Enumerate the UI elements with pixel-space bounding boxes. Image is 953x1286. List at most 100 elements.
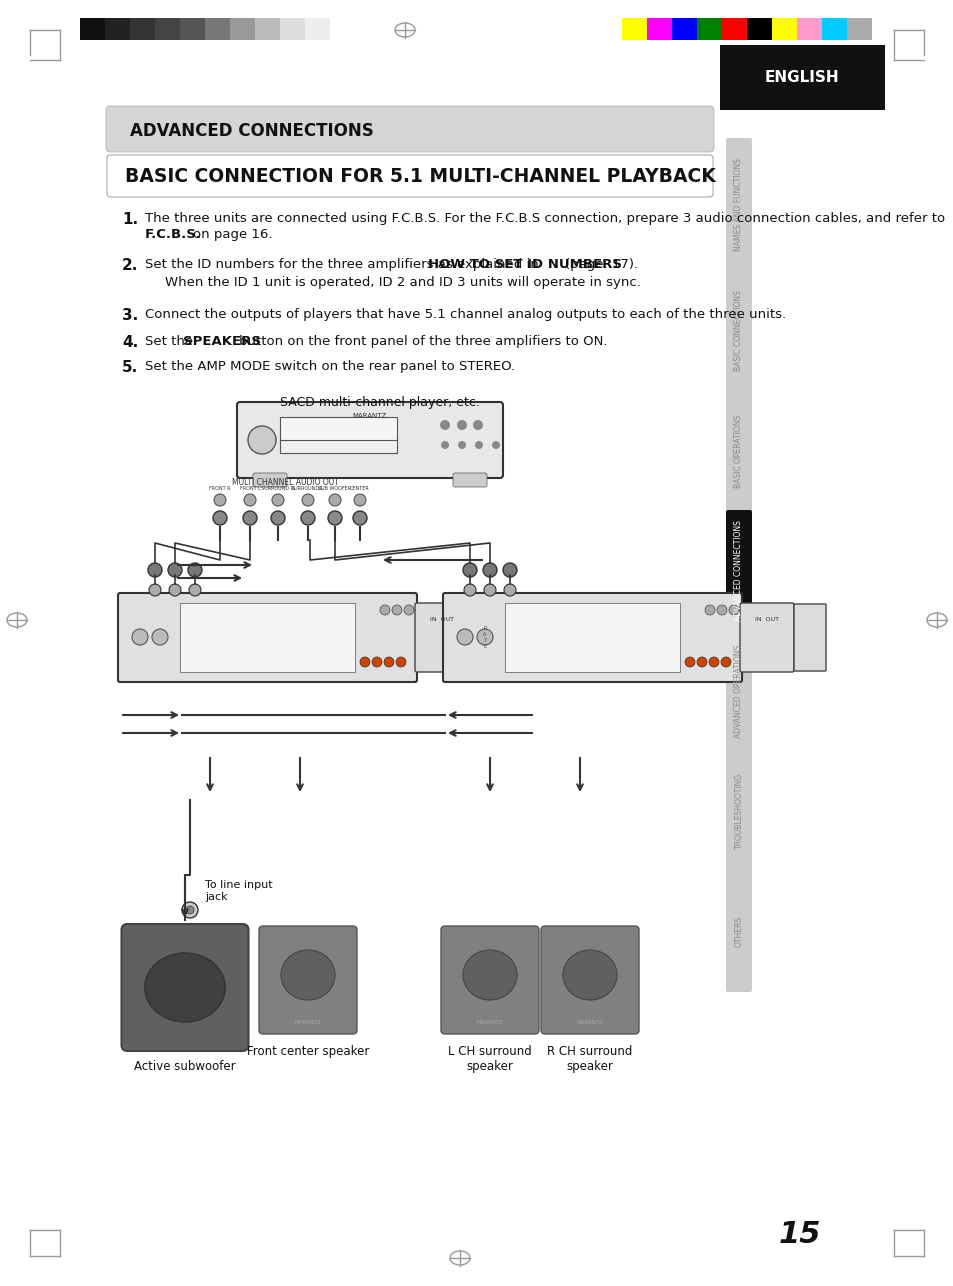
Circle shape [457,441,465,449]
Bar [280,417,396,441]
Bar [621,18,646,40]
Circle shape [148,563,162,577]
FancyBboxPatch shape [415,603,469,673]
Circle shape [708,657,719,667]
Circle shape [152,629,168,646]
Text: SURROUND R: SURROUND R [261,486,294,491]
Text: button on the front panel of the three amplifiers to ON.: button on the front panel of the three a… [239,334,607,349]
Bar [646,18,671,40]
FancyBboxPatch shape [725,630,751,752]
Text: Active subwoofer: Active subwoofer [134,1060,235,1073]
Bar [796,18,821,40]
Bar [80,18,105,40]
Circle shape [697,657,706,667]
Ellipse shape [145,953,225,1022]
Bar [180,18,205,40]
Circle shape [354,494,366,505]
Text: MARANTZ: MARANTZ [476,1020,503,1025]
Circle shape [502,563,517,577]
Bar [180,603,355,673]
Circle shape [353,511,367,525]
Circle shape [728,604,739,615]
Text: BASIC CONNECTION FOR 5.1 MULTI-CHANNEL PLAYBACK: BASIC CONNECTION FOR 5.1 MULTI-CHANNEL P… [125,166,715,185]
Circle shape [302,494,314,505]
Bar [846,18,871,40]
FancyBboxPatch shape [107,156,712,197]
Circle shape [149,584,161,595]
Text: 1.: 1. [122,212,138,228]
FancyBboxPatch shape [725,270,751,392]
FancyBboxPatch shape [106,105,713,152]
Circle shape [248,426,275,454]
Circle shape [476,629,493,646]
FancyBboxPatch shape [469,604,500,671]
Text: ADVANCED OPERATIONS: ADVANCED OPERATIONS [734,644,742,738]
Circle shape [188,563,202,577]
Circle shape [132,629,148,646]
Text: 5.: 5. [122,360,138,376]
Text: (page. 17).: (page. 17). [564,258,638,271]
Circle shape [717,604,726,615]
FancyBboxPatch shape [236,403,502,478]
Circle shape [213,494,226,505]
Circle shape [328,511,341,525]
Text: Set the AMP MODE switch on the rear panel to STEREO.: Set the AMP MODE switch on the rear pane… [145,360,515,373]
Ellipse shape [462,950,517,1001]
Bar [254,18,280,40]
Circle shape [329,494,340,505]
FancyBboxPatch shape [793,604,825,671]
Bar [697,18,721,40]
Circle shape [213,511,227,525]
Text: OTHERS: OTHERS [734,916,742,946]
Bar [280,18,305,40]
Bar [105,18,130,40]
Circle shape [482,563,497,577]
FancyBboxPatch shape [118,593,416,682]
FancyBboxPatch shape [725,750,751,872]
Bar [280,440,396,453]
Text: BASIC CONNECTIONS: BASIC CONNECTIONS [734,291,742,372]
Text: CENTER: CENTER [350,486,370,491]
FancyBboxPatch shape [540,926,639,1034]
Circle shape [483,584,496,595]
Text: ENGLISH: ENGLISH [764,71,839,85]
Text: Connect the outputs of players that have 5.1 channel analog outputs to each of t: Connect the outputs of players that have… [145,309,785,322]
Text: 3.: 3. [122,309,138,323]
Text: FRONT L: FRONT L [239,486,260,491]
Circle shape [439,421,450,430]
FancyBboxPatch shape [258,926,356,1034]
FancyBboxPatch shape [453,473,486,487]
FancyBboxPatch shape [720,45,884,111]
Text: TROUBLESHOOTING: TROUBLESHOOTING [734,773,742,849]
Bar [130,18,154,40]
Text: Set the: Set the [145,334,197,349]
Circle shape [684,657,695,667]
Circle shape [186,907,193,914]
Circle shape [384,657,394,667]
Circle shape [720,657,730,667]
Text: 4.: 4. [122,334,138,350]
Text: MARANTZ: MARANTZ [353,413,387,419]
Text: 2.: 2. [122,258,138,273]
Circle shape [189,584,201,595]
Circle shape [440,441,449,449]
Circle shape [456,629,473,646]
Text: To line input
jack: To line input jack [205,880,273,901]
Text: IN  OUT: IN OUT [430,617,454,622]
Bar [771,18,796,40]
Circle shape [475,441,482,449]
Circle shape [272,494,284,505]
Text: MULTI CHANNEL AUDIO OUT: MULTI CHANNEL AUDIO OUT [232,478,338,487]
Text: ADVANCED CONNECTIONS: ADVANCED CONNECTIONS [130,122,374,140]
Circle shape [244,494,255,505]
Bar [205,18,230,40]
Circle shape [704,604,714,615]
Circle shape [456,421,467,430]
FancyBboxPatch shape [253,473,287,487]
Circle shape [182,901,198,918]
Bar [305,18,330,40]
Circle shape [168,563,182,577]
Text: Front center speaker: Front center speaker [247,1046,369,1058]
Circle shape [169,584,181,595]
Ellipse shape [281,950,335,1001]
